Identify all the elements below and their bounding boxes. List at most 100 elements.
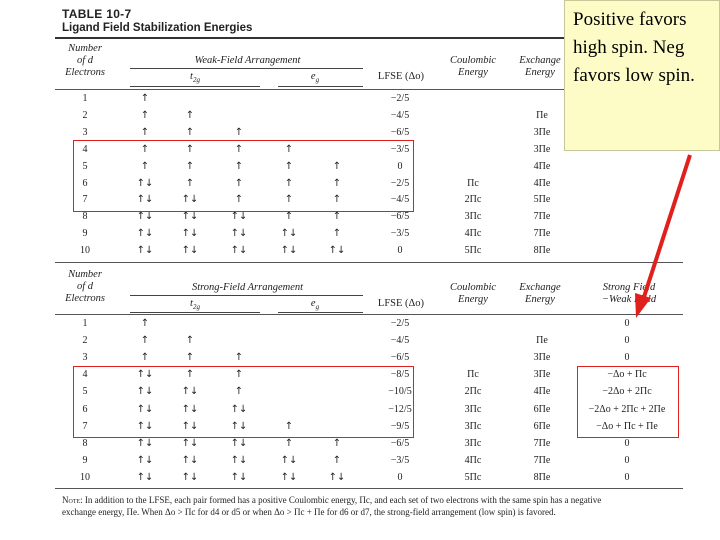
eg-orbital-arrow-icon: ↑↓ (280, 454, 298, 466)
exchange-value: 8Πe (533, 245, 551, 257)
electron-count: 7 (82, 194, 88, 206)
t2g-orbital-arrow-icon: ↑↓ (181, 228, 199, 240)
electron-count: 2 (82, 335, 88, 347)
exchange-value: 8Πe (533, 471, 551, 483)
t2g-orbital-arrow-icon: ↑↓ (136, 386, 154, 398)
t2g-orbital-arrow-icon: ↑ (140, 160, 150, 172)
difference-value: −2Δo + 2Πc (602, 386, 652, 398)
weak-header-exchange: Exchange Energy (519, 55, 561, 78)
table-number: TABLE 10-7 (62, 7, 132, 21)
lfse-value: −3/5 (390, 228, 410, 240)
strong-bottom-rule (55, 488, 683, 489)
eg-orbital-arrow-icon: ↑↓ (328, 471, 346, 483)
exchange-value: 3Πe (533, 352, 551, 364)
lfse-value: −12/5 (388, 403, 412, 415)
lfse-value: −10/5 (388, 386, 412, 398)
eg-orbital-arrow-icon: ↑ (332, 211, 342, 223)
weak-header-rule (55, 89, 683, 90)
weak-header-lfse: LFSE (Δo) (377, 71, 425, 82)
electron-count: 5 (82, 386, 88, 398)
t2g-orbital-arrow-icon: ↑ (185, 126, 195, 138)
coulombic-value: 3Πc (464, 403, 482, 415)
t2g-orbital-arrow-icon: ↑ (140, 318, 150, 329)
electron-count: 10 (80, 471, 90, 483)
strong-group-rule (130, 295, 363, 296)
t2g-orbital-arrow-icon: ↑↓ (181, 194, 199, 206)
table-title: Ligand Field Stabilization Energies (62, 22, 253, 34)
eg-orbital-arrow-icon: ↑ (332, 437, 342, 449)
t2g-orbital-arrow-icon: ↑↓ (230, 211, 248, 223)
eg-orbital-arrow-icon: ↑ (332, 177, 342, 189)
exchange-value: 4Πe (533, 177, 551, 189)
electron-count: 2 (82, 109, 88, 121)
coulombic-value: 5Πc (464, 245, 482, 257)
lfse-value: −6/5 (390, 126, 410, 138)
lfse-value: −4/5 (390, 335, 410, 347)
electron-count: 7 (82, 420, 88, 432)
weak-header-coulombic: Coulombic Energy (449, 55, 497, 78)
t2g-orbital-arrow-icon: ↑↓ (181, 420, 199, 432)
eg-orbital-arrow-icon: ↑↓ (328, 245, 346, 257)
electron-count: 8 (82, 437, 88, 449)
strong-highlight-box (73, 366, 414, 438)
lfse-value: −9/5 (390, 420, 410, 432)
lfse-value: −2/5 (390, 318, 410, 329)
t2g-orbital-arrow-icon: ↑↓ (181, 403, 199, 415)
weak-group-rule (130, 68, 363, 69)
weak-highlight-box (73, 140, 414, 212)
coulombic-value: 3Πc (464, 211, 482, 223)
weak-header-t2g: t2g (190, 71, 200, 85)
top-rule (55, 37, 683, 39)
t2g-orbital-arrow-icon: ↑↓ (136, 245, 154, 257)
strong-header-t2g: t2g (190, 298, 200, 312)
t2g-orbital-arrow-icon: ↑ (234, 352, 244, 364)
t2g-orbital-arrow-icon: ↑ (234, 369, 244, 381)
difference-value: 0 (624, 335, 630, 347)
difference-value: 0 (624, 318, 630, 329)
lfse-value: −2/5 (390, 177, 410, 189)
lfse-value: 0 (397, 471, 403, 483)
t2g-orbital-arrow-icon: ↑↓ (136, 177, 154, 189)
t2g-orbital-arrow-icon: ↑ (234, 160, 244, 172)
difference-value: 0 (624, 437, 630, 449)
callout-text: Positive favors high spin. Neg favors lo… (573, 9, 695, 86)
electron-count: 5 (82, 160, 88, 172)
t2g-orbital-arrow-icon: ↑ (140, 352, 150, 364)
eg-orbital-arrow-icon: ↑↓ (280, 471, 298, 483)
sticky-note-callout[interactable]: Positive favors high spin. Neg favors lo… (564, 0, 720, 151)
weak-bottom-rule (55, 262, 683, 263)
difference-value: −Δo + Πc (607, 369, 647, 381)
t2g-orbital-arrow-icon: ↑ (234, 386, 244, 398)
exchange-value: 3Πe (533, 143, 551, 155)
t2g-orbital-arrow-icon: ↑ (140, 143, 150, 155)
t2g-orbital-arrow-icon: ↑↓ (230, 228, 248, 240)
weak-t2g-rule (130, 86, 260, 87)
weak-header-eg: eg (310, 71, 320, 85)
t2g-orbital-arrow-icon: ↑↓ (136, 194, 154, 206)
t2g-orbital-arrow-icon: ↑ (140, 335, 150, 347)
electron-count: 3 (82, 352, 88, 364)
electron-count: 4 (82, 143, 88, 155)
lfse-value: −4/5 (390, 109, 410, 121)
diff-highlight-box (577, 366, 679, 438)
t2g-orbital-arrow-icon: ↑↓ (181, 386, 199, 398)
t2g-orbital-arrow-icon: ↑ (185, 160, 195, 172)
t2g-orbital-arrow-icon: ↑↓ (136, 437, 154, 449)
t2g-orbital-arrow-icon: ↑↓ (230, 471, 248, 483)
electron-count: 1 (82, 93, 88, 104)
strong-t2g-rule (130, 312, 260, 313)
eg-orbital-arrow-icon: ↑ (332, 228, 342, 240)
lfse-value: −4/5 (390, 194, 410, 206)
coulombic-value: 2Πc (464, 194, 482, 206)
lfse-value: −3/5 (390, 454, 410, 466)
electron-count: 8 (82, 211, 88, 223)
t2g-orbital-arrow-icon: ↑ (140, 109, 150, 121)
t2g-orbital-arrow-icon: ↑ (140, 93, 150, 104)
difference-value: 0 (624, 352, 630, 364)
lfse-value: −2/5 (390, 93, 410, 104)
t2g-orbital-arrow-icon: ↑↓ (230, 454, 248, 466)
t2g-orbital-arrow-icon: ↑ (185, 109, 195, 121)
t2g-orbital-arrow-icon: ↑↓ (136, 369, 154, 381)
t2g-orbital-arrow-icon: ↑ (185, 352, 195, 364)
